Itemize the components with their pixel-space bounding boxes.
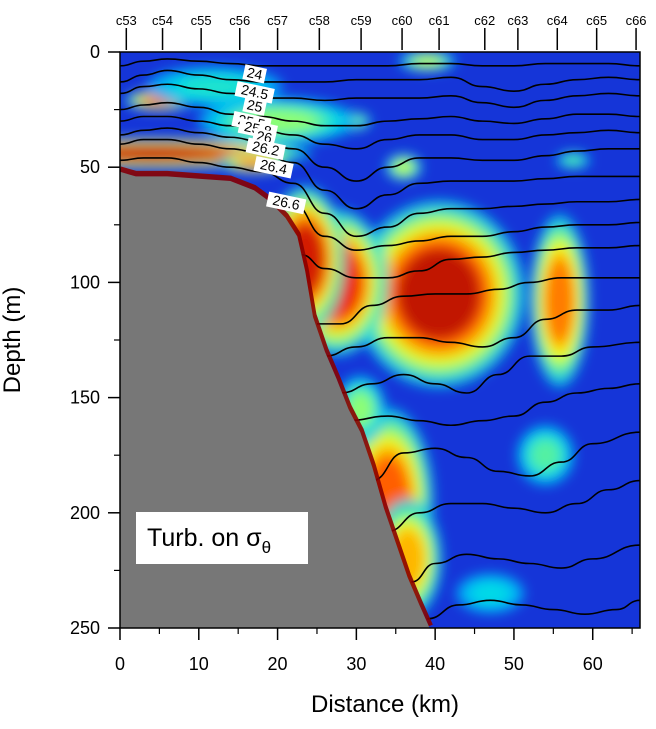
isopycnal-line bbox=[120, 58, 640, 67]
x-axis-title: Distance (km) bbox=[311, 691, 459, 718]
contour-label-text: 24 bbox=[245, 64, 264, 83]
station-label: c59 bbox=[351, 13, 372, 28]
isopycnal-line bbox=[324, 304, 640, 357]
y-tick-label: 0 bbox=[90, 42, 100, 62]
station-label: c61 bbox=[429, 13, 450, 28]
x-tick-label: 40 bbox=[425, 654, 445, 674]
turbidity-contour-band bbox=[473, 583, 507, 604]
x-tick-label: 30 bbox=[346, 654, 366, 674]
contour-label: 24 bbox=[242, 64, 267, 84]
contour-label-bg bbox=[242, 96, 267, 116]
isopycnal-line bbox=[269, 194, 640, 251]
isopycnal-contours bbox=[120, 58, 640, 628]
station-label: c58 bbox=[309, 13, 330, 28]
turbidity-patch bbox=[529, 213, 590, 388]
annotation-subscript: θ bbox=[262, 538, 271, 557]
station-label: c55 bbox=[191, 13, 212, 28]
isopycnal-line bbox=[120, 83, 640, 109]
contour-label-text: 26.6 bbox=[271, 192, 301, 213]
contour-label-bg bbox=[253, 155, 294, 179]
isopycnal-line bbox=[411, 544, 640, 583]
station-markers: c53 c54 c55 c56 c57 c58 c59 c60 c61 c62 c63 c64 c65 c… bbox=[116, 13, 647, 50]
contour-label-bg bbox=[266, 191, 307, 215]
contour-label: 26.2 bbox=[245, 137, 286, 161]
contour-label-bg bbox=[245, 137, 286, 161]
contour-label-bg bbox=[234, 81, 275, 104]
isopycnal-line bbox=[120, 127, 640, 182]
turbidity-contour-band bbox=[545, 258, 574, 343]
contour-label-text: 26.2 bbox=[251, 138, 281, 159]
station-label: c54 bbox=[152, 13, 173, 28]
annotation-box: Turb. on σθ bbox=[136, 512, 308, 564]
station-label: c53 bbox=[116, 13, 137, 28]
isopycnal-line bbox=[120, 157, 640, 238]
station-label: c60 bbox=[392, 13, 413, 28]
contour-label: 26.6 bbox=[266, 191, 307, 215]
turbidity-contour-band bbox=[413, 56, 442, 67]
contour-label: 26.4 bbox=[253, 155, 294, 179]
annotation-text: Turb. on σθ bbox=[147, 524, 271, 557]
isopycnal-line bbox=[120, 115, 640, 150]
turbidity-contour-band bbox=[564, 156, 582, 165]
y-axis: 0 50 100 150 200 250 bbox=[70, 42, 120, 638]
annotation-main: Turb. on σ bbox=[147, 524, 262, 552]
y-tick-label: 250 bbox=[70, 618, 100, 638]
isopycnal-line bbox=[427, 599, 640, 620]
station-label: c56 bbox=[229, 13, 250, 28]
isopycnal-line bbox=[120, 69, 640, 92]
isopycnal-line bbox=[316, 276, 640, 325]
x-axis: 0 10 20 30 40 50 60 bbox=[115, 628, 633, 674]
station-label: c57 bbox=[267, 13, 288, 28]
contour-label-bg bbox=[242, 64, 267, 84]
turbidity-patch bbox=[398, 52, 456, 72]
contour-label-text: 26.4 bbox=[259, 156, 289, 177]
isopycnal-line bbox=[301, 244, 640, 279]
contour-label-text: 25 bbox=[245, 96, 264, 115]
turbidity-contour-band bbox=[120, 146, 229, 161]
isopycnal-line bbox=[371, 431, 640, 482]
y-tick-label: 50 bbox=[80, 157, 100, 177]
station-label: c64 bbox=[547, 13, 568, 28]
y-axis-title: Depth (m) bbox=[0, 287, 26, 394]
isopycnal-line bbox=[387, 479, 640, 533]
turbidity-patch bbox=[456, 573, 525, 614]
turbidity-patch bbox=[516, 425, 575, 486]
x-tick-label: 60 bbox=[583, 654, 603, 674]
contour-label: 25 bbox=[242, 96, 267, 116]
turbidity-contour-band bbox=[181, 76, 248, 97]
y-tick-label: 200 bbox=[70, 503, 100, 523]
turbidity-patch bbox=[385, 153, 422, 181]
x-tick-label: 50 bbox=[504, 654, 524, 674]
isopycnal-line bbox=[348, 382, 640, 427]
slope-nepheloid-rim bbox=[120, 166, 433, 628]
x-tick-label: 10 bbox=[189, 654, 209, 674]
isopycnal-line bbox=[340, 341, 640, 394]
y-tick-label: 100 bbox=[70, 272, 100, 292]
x-tick-label: 20 bbox=[268, 654, 288, 674]
station-label: c62 bbox=[474, 13, 495, 28]
station-label: c66 bbox=[626, 13, 647, 28]
isopycnal-line bbox=[120, 101, 640, 127]
turbidity-contour-band bbox=[531, 440, 560, 470]
isopycnal-line bbox=[120, 138, 640, 210]
y-tick-label: 150 bbox=[70, 388, 100, 408]
turbidity-patch bbox=[555, 151, 591, 169]
x-tick-label: 0 bbox=[115, 654, 125, 674]
station-label: c63 bbox=[507, 13, 528, 28]
station-label: c65 bbox=[586, 13, 607, 28]
